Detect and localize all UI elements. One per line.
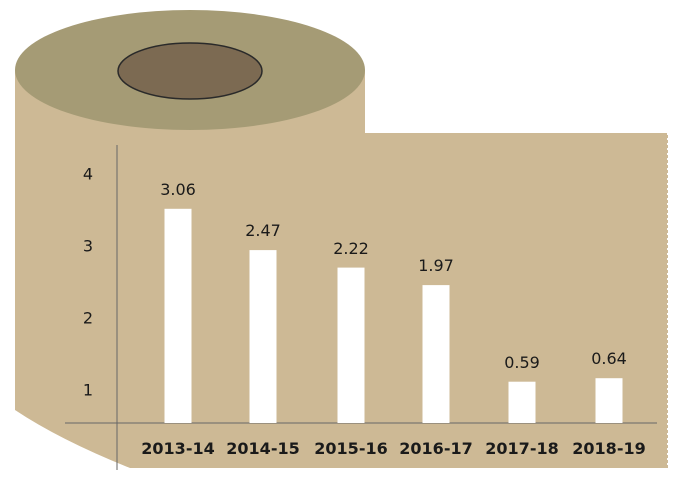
y-tick-label-3: 3 <box>82 236 94 256</box>
x-tick-label-2018-19: 2018-19 <box>572 439 646 458</box>
bar-2018-19 <box>595 378 623 423</box>
x-tick-label-2014-15: 2014-15 <box>226 439 300 458</box>
data-label-2017-18: 0.59 <box>504 352 540 372</box>
bar-2015-16 <box>337 267 365 423</box>
data-label-2014-15: 2.47 <box>245 221 281 241</box>
y-tick-label-2: 2 <box>82 308 94 328</box>
y-tick-label-4: 4 <box>82 164 94 184</box>
bar-2014-15 <box>249 250 277 423</box>
x-tick-label-2016-17: 2016-17 <box>399 439 473 458</box>
data-label-2018-19: 0.64 <box>591 349 627 369</box>
paper-roll-core <box>117 42 263 100</box>
bar-2016-17 <box>422 285 450 423</box>
data-label-2015-16: 2.22 <box>333 238 369 258</box>
y-tick-label-1: 1 <box>82 380 94 400</box>
x-tick-label-2017-18: 2017-18 <box>485 439 559 458</box>
x-tick-label-2013-14: 2013-14 <box>141 439 215 458</box>
data-label-2016-17: 1.97 <box>418 256 454 276</box>
bar-2017-18 <box>508 381 536 423</box>
x-tick-label-2015-16: 2015-16 <box>314 439 388 458</box>
bars-group <box>164 208 623 423</box>
data-label-2013-14: 3.06 <box>160 179 196 199</box>
bar-2013-14 <box>164 208 192 423</box>
